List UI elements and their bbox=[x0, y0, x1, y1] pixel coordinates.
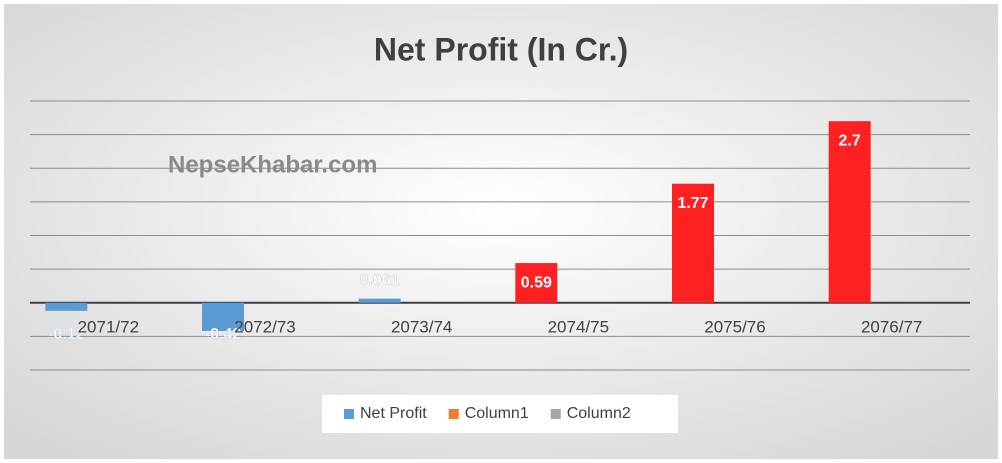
watermark: NepseKhabar.com bbox=[168, 151, 377, 178]
data-label: 1.77 bbox=[677, 195, 708, 212]
data-label: 0.59 bbox=[521, 274, 552, 291]
legend-label: Column2 bbox=[567, 405, 631, 422]
bar bbox=[515, 263, 558, 303]
data-label: 0.061 bbox=[360, 272, 400, 289]
x-tick-label: 2075/76 bbox=[704, 317, 765, 336]
bar bbox=[828, 121, 871, 303]
bar bbox=[358, 298, 401, 303]
x-tick-label: 2076/77 bbox=[861, 317, 922, 336]
x-tick-label: 2074/75 bbox=[548, 317, 609, 336]
legend-label: Net Profit bbox=[360, 405, 427, 422]
data-label: -0.42 bbox=[205, 326, 242, 343]
bar bbox=[202, 302, 244, 331]
legend-label: Column1 bbox=[465, 405, 529, 422]
legend-box bbox=[322, 395, 678, 433]
legend-swatch bbox=[344, 409, 354, 419]
x-tick-label: 2071/72 bbox=[78, 317, 139, 336]
x-tick-label: 2072/73 bbox=[234, 317, 295, 336]
x-tick-label: 2073/74 bbox=[391, 317, 452, 336]
data-label: 2.7 bbox=[839, 132, 861, 149]
bar bbox=[45, 302, 88, 311]
bar bbox=[672, 183, 714, 303]
legend-swatch bbox=[448, 409, 459, 419]
chart-title: Net Profit (In Cr.) bbox=[374, 31, 628, 67]
data-label: -0.12 bbox=[48, 326, 85, 343]
legend-swatch bbox=[550, 409, 561, 419]
